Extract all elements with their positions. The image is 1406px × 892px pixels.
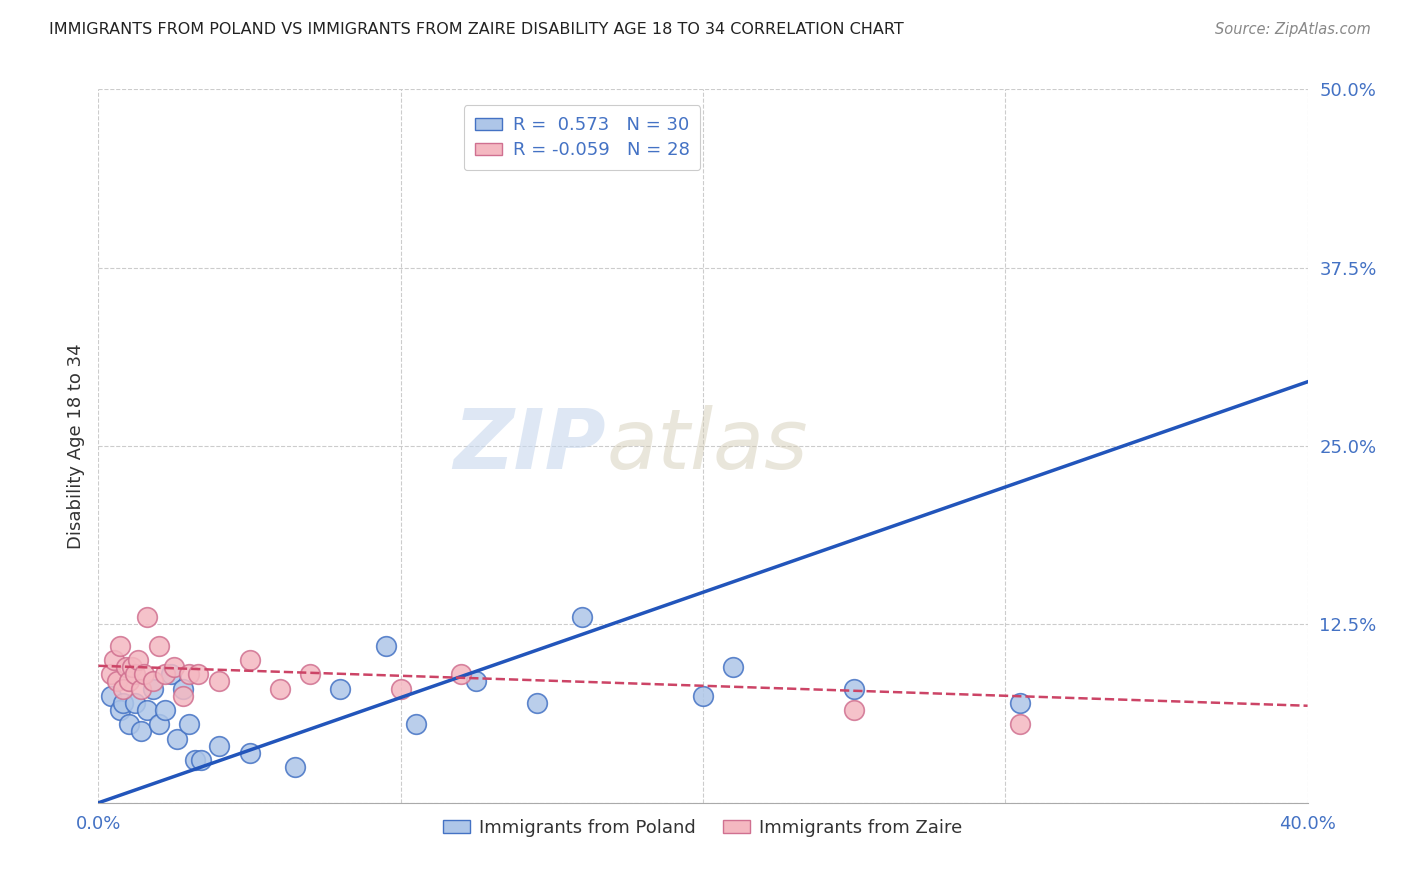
Point (184, 753, 207, 767)
Point (114, 660, 136, 674)
Text: IMMIGRANTS FROM POLAND VS IMMIGRANTS FROM ZAIRE DISABILITY AGE 18 TO 34 CORRELAT: IMMIGRANTS FROM POLAND VS IMMIGRANTS FRO… (49, 22, 904, 37)
Point (1010, 717, 1032, 731)
Point (1010, 696, 1032, 710)
Point (172, 689, 194, 703)
Point (179, 717, 201, 731)
Point (124, 667, 146, 681)
Point (100, 689, 122, 703)
Point (153, 667, 176, 681)
Point (127, 653, 149, 667)
Text: Source: ZipAtlas.com: Source: ZipAtlas.com (1215, 22, 1371, 37)
Point (118, 717, 141, 731)
Point (166, 731, 188, 746)
Text: atlas: atlas (606, 406, 808, 486)
Point (405, 717, 427, 731)
Point (190, 753, 212, 767)
Point (844, 703, 866, 717)
Point (103, 653, 125, 667)
Point (108, 703, 131, 717)
Point (132, 667, 155, 681)
Point (142, 674, 165, 689)
Point (723, 660, 745, 674)
Legend: Immigrants from Poland, Immigrants from Zaire: Immigrants from Poland, Immigrants from … (436, 812, 970, 844)
Point (844, 681, 866, 696)
Point (108, 639, 131, 653)
Point (121, 660, 143, 674)
Point (269, 681, 291, 696)
Point (118, 674, 141, 689)
Point (374, 639, 396, 653)
Point (148, 717, 170, 731)
Point (153, 703, 176, 717)
Point (129, 724, 152, 739)
Point (329, 681, 352, 696)
Point (135, 610, 157, 624)
Point (571, 610, 593, 624)
Point (172, 681, 194, 696)
Point (100, 667, 122, 681)
Text: ZIP: ZIP (454, 406, 606, 486)
Point (526, 696, 548, 710)
Point (148, 639, 170, 653)
Point (160, 667, 183, 681)
Point (208, 674, 231, 689)
Point (111, 681, 134, 696)
Point (239, 746, 262, 760)
Point (163, 660, 186, 674)
Point (142, 681, 165, 696)
Point (208, 739, 231, 753)
Point (111, 696, 134, 710)
Point (187, 667, 209, 681)
Point (299, 667, 322, 681)
Point (135, 703, 157, 717)
Point (450, 667, 472, 681)
Point (105, 674, 128, 689)
Point (692, 689, 714, 703)
Point (239, 653, 262, 667)
Point (129, 681, 152, 696)
Point (465, 674, 488, 689)
Point (124, 696, 146, 710)
Point (179, 667, 201, 681)
Y-axis label: Disability Age 18 to 34: Disability Age 18 to 34 (66, 343, 84, 549)
Point (389, 681, 412, 696)
Point (284, 760, 307, 774)
